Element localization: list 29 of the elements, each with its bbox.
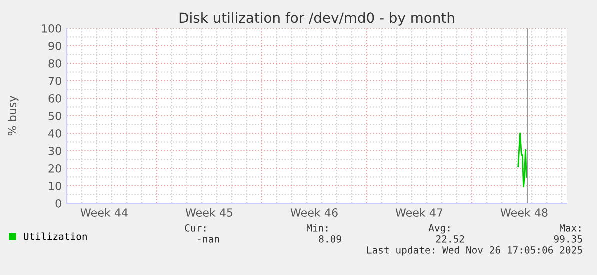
y-tick-label: 20 <box>48 164 62 173</box>
text: Cur: <box>185 224 206 232</box>
y-tick-label: 80 <box>48 59 62 68</box>
y-tick-label: 40 <box>48 129 62 138</box>
text: Max: <box>560 224 581 232</box>
line-series <box>518 132 528 188</box>
chart-title: Disk utilization for /dev/md0 - by month <box>180 12 454 26</box>
text: 22.52 <box>436 235 464 243</box>
legend-label: Utilization <box>24 232 87 240</box>
x-tick-label: Week 47 <box>396 208 443 217</box>
y-tick-label: 100 <box>42 24 62 33</box>
text: -nan <box>198 237 220 243</box>
text: 8.09 <box>319 235 342 243</box>
text: Min: <box>306 224 328 232</box>
y-tick-label: 10 <box>49 182 62 190</box>
x-tick-label: Week 44 <box>80 208 128 217</box>
y-tick-label: 70 <box>48 76 62 86</box>
y-tick-label: 30 <box>48 146 62 156</box>
text: Avg: <box>428 224 450 234</box>
text: Last update: Wed Nov 26 17:05:06 2025 <box>367 246 582 256</box>
y-tick-label: 0 <box>56 199 62 208</box>
y-tick-label: 60 <box>48 94 62 103</box>
y-tick-label: 90 <box>48 42 62 50</box>
x-tick-label: Week 48 <box>500 208 548 217</box>
x-tick-label: Week 45 <box>186 208 233 217</box>
x-tick-label: Week 46 <box>290 208 338 217</box>
y-tick-label: 50 <box>48 112 62 120</box>
text: 99.35 <box>554 235 582 243</box>
y-axis-title: % busy <box>8 96 19 136</box>
